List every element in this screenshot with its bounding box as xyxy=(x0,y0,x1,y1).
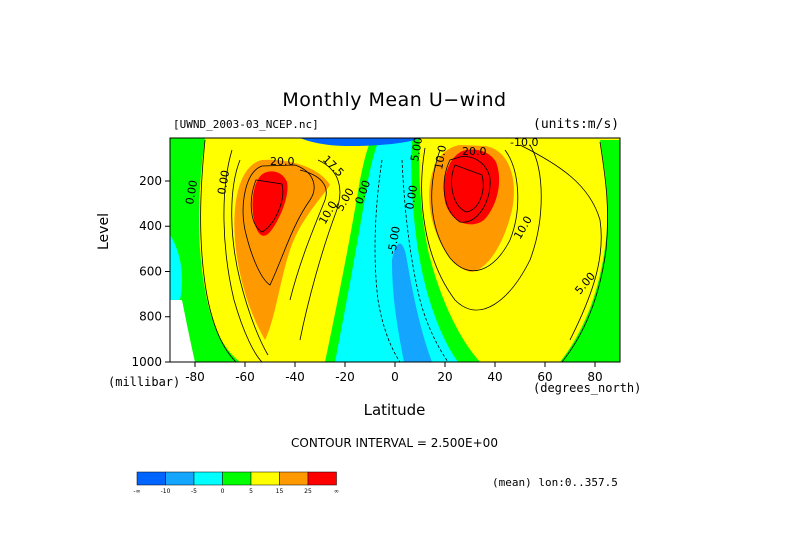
contour-line xyxy=(289,169,327,301)
zone-blue-core xyxy=(392,243,432,362)
contour-line xyxy=(451,164,484,213)
x-tick-label: 60 xyxy=(537,370,552,384)
zone-white-southpole xyxy=(170,300,195,362)
colorbar: -∞ -10 -5 0 5 15 25 ∞ xyxy=(133,471,339,495)
x-tick-label: 40 xyxy=(487,370,502,384)
contour-line xyxy=(431,149,519,272)
y-tick-label: 600 xyxy=(139,264,162,278)
contour-interval-label: CONTOUR INTERVAL = 2.500E+00 xyxy=(291,436,498,450)
colorbar-swatch xyxy=(165,471,195,486)
y-tick-label: 800 xyxy=(139,310,162,324)
colorbar-swatch xyxy=(193,471,223,486)
contour-line xyxy=(223,149,263,362)
contour-line xyxy=(519,144,602,341)
y-axis-unit: (millibar) xyxy=(108,375,181,389)
contour-line xyxy=(250,179,284,233)
colorbar-swatch xyxy=(222,471,252,486)
colorbar-label: -10 xyxy=(161,488,171,495)
contour-line xyxy=(443,156,491,223)
contour-label: 0.00 xyxy=(403,184,420,210)
colorbar-label: 0 xyxy=(221,488,225,495)
colorbar-label: 15 xyxy=(276,488,284,495)
x-tick-label: -20 xyxy=(335,370,355,384)
units-label: (units:m/s) xyxy=(533,117,620,132)
colorbar-swatch xyxy=(307,471,337,486)
colorbar-label: 25 xyxy=(304,488,312,495)
x-tick-label: -40 xyxy=(285,370,305,384)
zone-green-north xyxy=(560,140,620,362)
zone-blue-top xyxy=(300,138,420,146)
y-tick-label: 400 xyxy=(139,219,162,233)
colorbar-label: ∞ xyxy=(334,488,339,495)
zone-red-north xyxy=(443,149,500,225)
contour-label: -10.0 xyxy=(510,136,538,149)
x-tick-label: 80 xyxy=(587,370,602,384)
contour-label: 20.0 xyxy=(270,155,295,168)
x-axis-label: Latitude xyxy=(363,401,426,419)
chart-title: Monthly Mean U−wind xyxy=(282,89,507,111)
x-axis-ticks: -80 -60 -40 -20 0 20 40 60 80 xyxy=(185,362,603,384)
colorbar-label: 5 xyxy=(249,488,253,495)
colorbar-swatch xyxy=(279,471,309,486)
x-tick-label: 0 xyxy=(391,370,399,384)
contour-label: -5.00 xyxy=(385,225,403,255)
x-axis-unit: (degrees_north) xyxy=(533,381,642,395)
contour-label: 10.0 xyxy=(432,144,449,170)
contour-line xyxy=(200,139,237,362)
filled-contours xyxy=(170,138,620,362)
contour-line xyxy=(421,144,542,311)
contour-label: 20.0 xyxy=(462,145,487,158)
contour-line xyxy=(231,159,269,356)
x-tick-label: -60 xyxy=(235,370,255,384)
colorbar-label: -5 xyxy=(191,488,197,495)
contour-line xyxy=(401,159,449,362)
y-tick-label: 1000 xyxy=(131,355,162,369)
x-tick-label: 20 xyxy=(437,370,452,384)
contour-line xyxy=(299,159,341,341)
contour-label: 0.00 xyxy=(183,179,200,205)
contour-line xyxy=(242,164,315,286)
y-tick-label: 200 xyxy=(139,174,162,188)
dataset-label: [UWND_2003-03_NCEP.nc] xyxy=(173,118,319,131)
contour-line xyxy=(561,141,609,362)
x-tick-label: -80 xyxy=(185,370,205,384)
contour-label: 0.00 xyxy=(215,169,232,195)
colorbar-swatch xyxy=(250,471,280,486)
y-axis-ticks: 200 400 600 800 1000 xyxy=(131,174,170,369)
mean-longitude-label: (mean) lon:0..357.5 xyxy=(492,476,618,489)
zone-red-south xyxy=(252,171,288,236)
colorbar-swatch xyxy=(136,471,166,486)
contour-label: 5.00 xyxy=(408,136,425,162)
colorbar-label: -∞ xyxy=(133,488,140,495)
zone-green-south xyxy=(170,138,240,362)
contour-lines xyxy=(200,139,609,362)
zone-cyan-southpole xyxy=(170,235,182,300)
